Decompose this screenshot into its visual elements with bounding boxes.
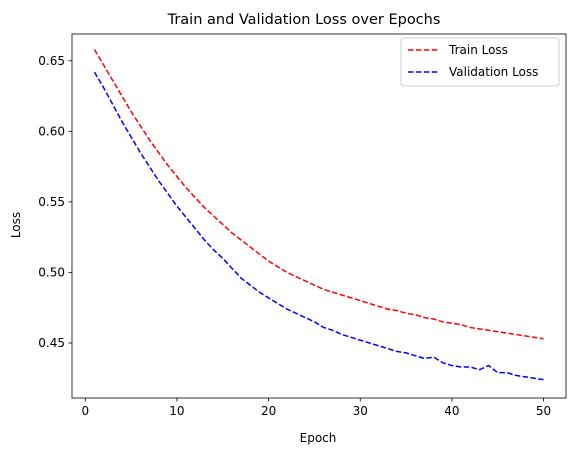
y-tick-label: 0.55 [38,195,65,209]
legend-label-train-loss: Train Loss [448,43,508,57]
legend: Train Loss Validation Loss [400,37,560,87]
x-tick-label: 10 [169,404,184,418]
legend-label-validation-loss: Validation Loss [449,65,538,79]
plot-area: 0 10 20 30 40 50 0.45 0.50 0.55 0.60 0.65 Train Los… [38,33,567,418]
series-line-validation-loss [93,71,544,381]
y-tick-label: 0.60 [38,124,65,138]
x-tick-label: 20 [261,404,276,418]
x-tick-label: 0 [81,404,89,418]
x-tick-label: 30 [353,404,368,418]
x-tick-label: 40 [444,404,459,418]
y-axis-label: Loss [9,212,23,238]
legend-box [400,37,560,87]
x-axis-label: Epoch [300,431,337,445]
y-tick-label: 0.45 [38,336,65,350]
x-tick-label: 50 [536,404,551,418]
y-tick-label: 0.50 [38,265,65,279]
series-line-train-loss [93,49,544,340]
y-tick-label: 0.65 [38,54,65,68]
chart-title: Train and Validation Loss over Epochs [167,12,441,28]
axes-frame [71,33,567,399]
